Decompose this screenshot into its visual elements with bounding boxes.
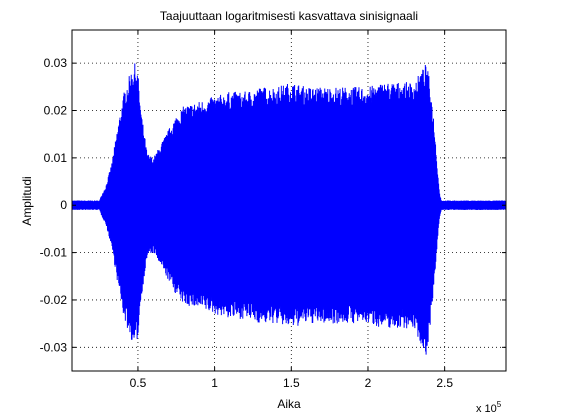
x-tick-label: 1.5 — [283, 376, 300, 390]
x-axis-label: Aika — [277, 397, 301, 411]
signal-line — [71, 63, 507, 355]
y-tick-label: 0.03 — [44, 56, 68, 70]
x-tick-label: 2 — [365, 376, 372, 390]
y-tick-label: -0.03 — [40, 340, 68, 354]
y-tick-label: 0 — [60, 198, 67, 212]
signal-series — [71, 63, 507, 355]
x-tick-label: 1 — [211, 376, 218, 390]
y-tick-label: 0.02 — [44, 104, 68, 118]
x-tick-label: 2.5 — [436, 376, 453, 390]
y-tick-label: 0.01 — [44, 151, 68, 165]
chart-title: Taajuuttaan logaritmisesti kasvattava si… — [160, 9, 418, 23]
x-tick-label: 0.5 — [130, 376, 147, 390]
y-tick-label: -0.02 — [40, 293, 68, 307]
axes-box — [71, 29, 507, 372]
y-axis-label: Amplitudi — [20, 176, 34, 225]
axis-ticks: 0.5 1 1.5 2 2.5 -0.03 -0.02 -0.01 0 0.01 0.02 0.03 — [40, 30, 506, 390]
x-axis-multiplier: x 105 — [476, 400, 502, 415]
y-tick-label: -0.01 — [40, 246, 68, 260]
